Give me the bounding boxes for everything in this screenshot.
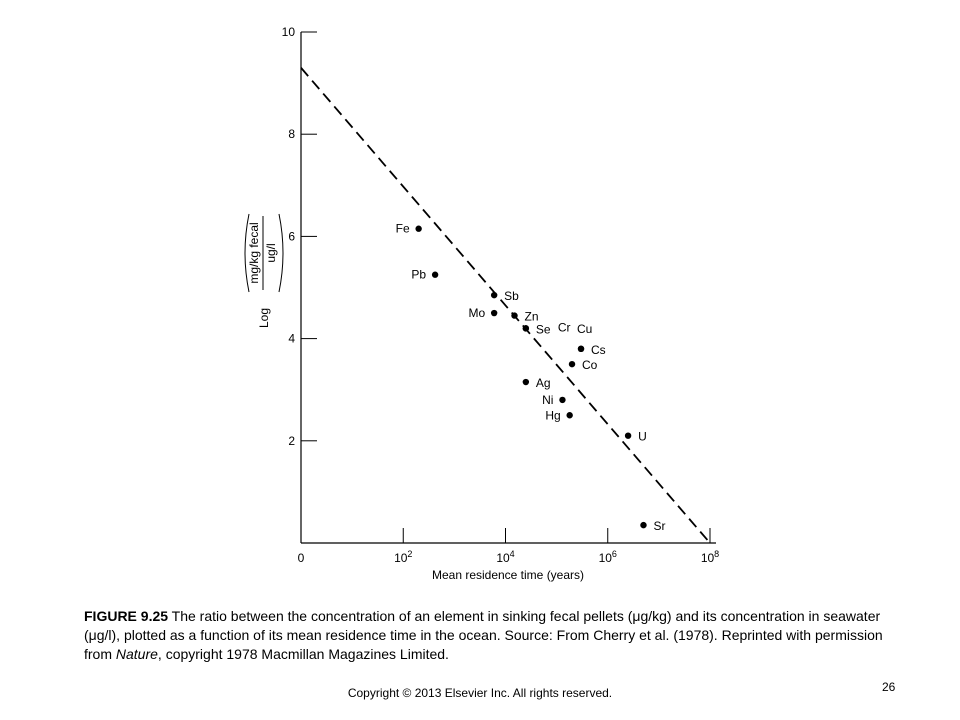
x-tick-label: 0	[298, 551, 305, 565]
x-tick-label: 108	[701, 549, 719, 565]
page-number: 26	[882, 680, 896, 694]
point-label-cs: Cs	[591, 343, 606, 357]
point-label-zn: Zn	[525, 310, 539, 324]
figure-caption: FIGURE 9.25 The ratio between the concen…	[84, 607, 884, 664]
y-tick-label: 8	[288, 127, 295, 141]
point-label-ag: Ag	[536, 376, 551, 390]
point-label-hg: Hg	[545, 408, 560, 422]
y-tick-label: 4	[288, 332, 295, 346]
point-label-ni: Ni	[542, 393, 553, 407]
caption-italic-journal: Nature	[115, 646, 158, 662]
caption-text-2: , copyright 1978 Macmillan Magazines Lim…	[157, 646, 449, 662]
y-tick-label: 6	[288, 229, 295, 243]
data-point-zn	[511, 312, 518, 319]
point-label-sr: Sr	[653, 519, 665, 533]
x-tick-label: 102	[394, 549, 412, 565]
data-point-sr	[640, 521, 647, 529]
figure-number: FIGURE 9.25	[84, 608, 169, 624]
copyright-notice: Copyright © 2013 Elsevier Inc. All right…	[347, 686, 613, 700]
y-axis-title-denominator: ug/l	[264, 243, 278, 262]
y-tick-label: 10	[282, 25, 296, 39]
caption-text-1: The ratio between the concentration of a…	[84, 608, 883, 662]
y-axis-title-prefix: Log	[257, 308, 271, 328]
y-axis-right-paren	[278, 213, 284, 293]
point-label-pb: Pb	[411, 268, 426, 282]
data-point-pb	[431, 271, 439, 278]
point-label-fe: Fe	[396, 222, 410, 236]
data-point-co	[568, 360, 576, 368]
data-point-ag	[522, 378, 530, 386]
x-tick-label: 104	[496, 549, 514, 565]
y-tick-label: 2	[288, 434, 295, 448]
data-point-hg	[566, 412, 573, 419]
data-point-cr	[522, 325, 530, 332]
x-tick-label: 106	[599, 549, 617, 565]
trend-line	[300, 67, 711, 544]
y-axis-left-paren	[244, 213, 250, 293]
point-label-cu: Cu	[577, 322, 592, 336]
data-point-u	[624, 432, 632, 439]
data-point-ni	[559, 396, 566, 404]
trend-line-group	[300, 67, 711, 544]
data-point-cs	[577, 345, 585, 353]
point-label-se: Se	[536, 322, 551, 336]
y-axis-title: Log mg/kg fecal ug/l	[244, 213, 284, 328]
data-point-sb	[490, 291, 498, 299]
point-label-cr: Cr	[558, 320, 571, 334]
point-label-u: U	[638, 430, 647, 444]
point-label-co: Co	[582, 358, 598, 372]
y-axis-title-numerator: mg/kg fecal	[247, 222, 261, 283]
point-label-mo: Mo	[468, 306, 485, 320]
data-point-fe	[415, 225, 422, 232]
point-label-sb: Sb	[504, 289, 519, 303]
data-point-mo	[490, 309, 498, 317]
x-axis-title: Mean residence time (years)	[432, 568, 584, 582]
